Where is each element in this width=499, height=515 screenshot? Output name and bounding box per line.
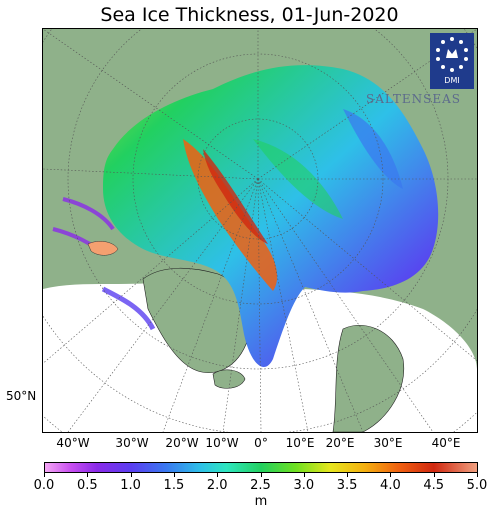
colorbar-tick <box>390 473 392 477</box>
svg-text:DMI: DMI <box>444 76 459 85</box>
colorbar-tick-label: 5.0 <box>466 478 488 493</box>
page-title: Sea Ice Thickness, 01-Jun-2020 <box>100 4 399 26</box>
colorbar-tick-label: 4.5 <box>423 478 445 493</box>
colorbar-tick <box>87 473 89 477</box>
sea-ice-map <box>42 28 478 433</box>
lon-label: 20°W <box>165 436 199 450</box>
colorbar-tick <box>173 473 175 477</box>
colorbar-tick-label: 0.5 <box>76 478 98 493</box>
lon-label: 30°W <box>115 436 149 450</box>
map-svg <box>43 29 477 432</box>
lon-label: 40°E <box>431 436 461 450</box>
colorbar-tick <box>303 473 305 477</box>
lat-label-50n: 50°N <box>6 389 37 403</box>
lon-label: 40°W <box>56 436 90 450</box>
colorbar-tick <box>477 473 478 477</box>
iceland-landmass <box>212 369 246 389</box>
colorbar-tick-label: 3.5 <box>336 478 358 493</box>
lon-label: 20°E <box>325 436 355 450</box>
colorbar-tick-label: 3.0 <box>293 478 315 493</box>
colorbar-tick <box>260 473 262 477</box>
colorbar-tick-label: 2.0 <box>206 478 228 493</box>
colorbar-tick <box>44 473 45 477</box>
lon-label: 30°E <box>373 436 403 450</box>
colorbar-tick <box>130 473 132 477</box>
colorbar-tick <box>433 473 435 477</box>
crown-stars-icon: DMI <box>436 37 468 85</box>
scandinavia-landmass <box>332 325 405 432</box>
lon-label: 0° <box>254 436 268 450</box>
saltenseas-watermark: SALTENSEAS <box>366 92 462 106</box>
colorbar <box>44 462 478 473</box>
colorbar-unit: m <box>254 494 268 509</box>
dmi-logo: DMI <box>430 33 474 89</box>
colorbar-tick-label: 1.5 <box>163 478 185 493</box>
colorbar-tick-label: 1.0 <box>120 478 141 493</box>
lon-label: 10°E <box>285 436 315 450</box>
colorbar-tick-label: 4.0 <box>380 478 401 493</box>
colorbar-tick <box>347 473 349 477</box>
colorbar-tick-label: 0.0 <box>33 478 55 493</box>
lon-label: 10°W <box>205 436 239 450</box>
colorbar-tick <box>217 473 219 477</box>
colorbar-tick-label: 2.5 <box>250 478 271 493</box>
